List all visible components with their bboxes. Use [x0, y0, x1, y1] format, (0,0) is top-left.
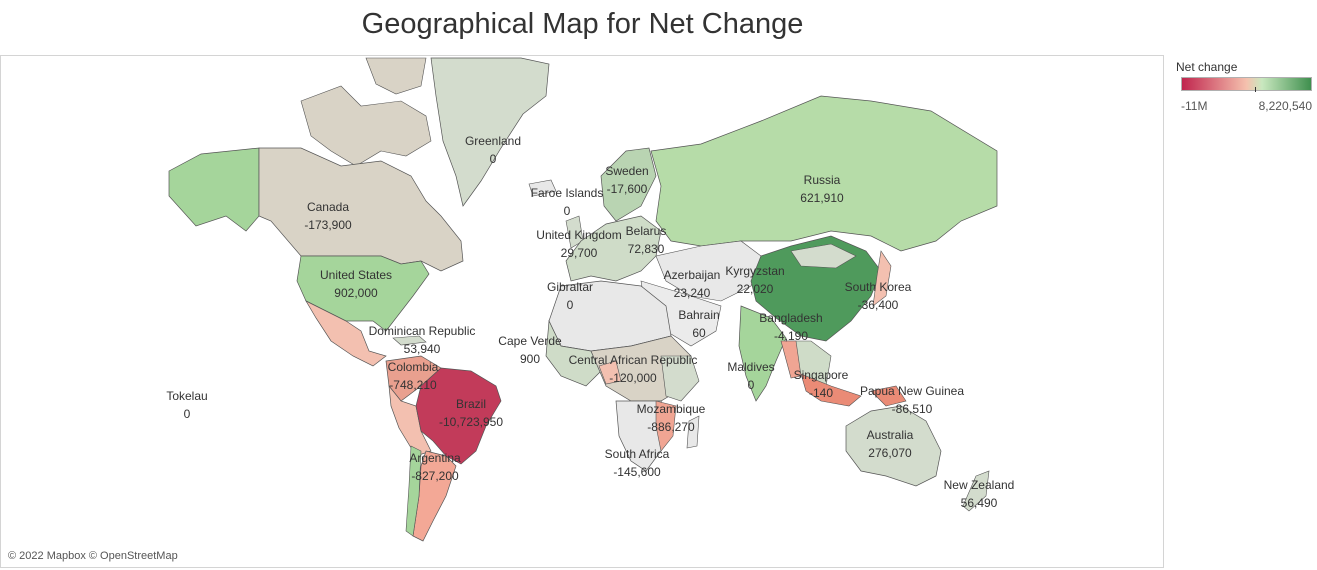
- country-argentina[interactable]: [412, 450, 457, 542]
- map-attribution[interactable]: © 2022 Mapbox © OpenStreetMap: [8, 550, 178, 562]
- region-label-greenland: Greenland 0: [464, 134, 522, 166]
- map-viewport[interactable]: Greenland 0 Canada -173,900 United States 9…: [0, 55, 1164, 568]
- region-label-new-zealand: New Zealand 56,490: [943, 478, 1015, 510]
- region-label-singapore: Singapore -140: [793, 368, 849, 400]
- country-mongolia[interactable]: [790, 243, 857, 269]
- legend-min-label: -11M: [1181, 99, 1208, 113]
- region-label-central-african-republic: Central African Republic -120,000: [568, 353, 698, 385]
- country-alaska[interactable]: [168, 147, 260, 232]
- country-india[interactable]: [738, 305, 787, 402]
- region-label-mozambique: Mozambique -886,270: [636, 402, 706, 434]
- legend-zero-tick: [1255, 87, 1256, 92]
- country-peru[interactable]: [388, 384, 432, 457]
- legend-gradient-bar: [1181, 77, 1312, 92]
- region-label-belarus: Belarus 72,830: [625, 224, 667, 256]
- country-west-africa[interactable]: [545, 319, 602, 387]
- country-madagascar[interactable]: [686, 415, 700, 449]
- region-label-gibraltar: Gibraltar 0: [546, 280, 594, 312]
- region-label-united-states: United States 902,000: [319, 268, 393, 300]
- country-scandinavia[interactable]: [600, 147, 657, 222]
- region-label-united-kingdom: United Kingdom 29,700: [536, 228, 622, 260]
- region-label-bangladesh: Bangladesh -4,190: [759, 311, 823, 343]
- region-label-tokelau: Tokelau 0: [166, 389, 208, 421]
- country-japan[interactable]: [872, 250, 892, 307]
- country-brazil[interactable]: [415, 367, 502, 465]
- country-australia[interactable]: [845, 405, 942, 487]
- region-label-canada: Canada -173,900: [304, 200, 352, 232]
- legend-title: Net change: [1176, 60, 1238, 74]
- country-mexico[interactable]: [305, 300, 387, 367]
- region-label-dominican-republic: Dominican Republic 53,940: [368, 324, 476, 356]
- country-new-zealand[interactable]: [962, 470, 990, 512]
- country-china[interactable]: [750, 235, 882, 342]
- country-png[interactable]: [870, 385, 907, 407]
- legend-max-label: 8,220,540: [1258, 99, 1312, 113]
- region-label-bahrain: Bahrain 60: [678, 308, 720, 340]
- country-chile[interactable]: [405, 445, 422, 537]
- country-myanmar[interactable]: [780, 340, 802, 379]
- region-label-maldives: Maldives 0: [727, 360, 775, 392]
- country-central-asia[interactable]: [655, 240, 762, 302]
- region-label-colombia: Colombia -748,210: [387, 360, 439, 392]
- region-label-russia: Russia 621,910: [800, 173, 844, 205]
- region-label-cape-verde: Cape Verde 900: [498, 334, 562, 366]
- region-label-sweden: Sweden -17,600: [605, 164, 649, 196]
- region-label-faroe-islands: Faroe Islands 0: [530, 186, 604, 218]
- region-label-azerbaijan: Azerbaijan 23,240: [663, 268, 721, 300]
- world-map[interactable]: [1, 56, 1164, 568]
- region-label-south-africa: South Africa -145,600: [604, 447, 670, 479]
- chart-title: Geographical Map for Net Change: [361, 8, 804, 40]
- region-label-south-korea: South Korea -36,400: [844, 280, 912, 312]
- region-label-australia: Australia 276,070: [866, 428, 914, 460]
- country-east-africa[interactable]: [660, 355, 700, 402]
- country-greenland[interactable]: [430, 57, 550, 207]
- region-label-argentina: Argentina -827,200: [409, 451, 461, 483]
- region-label-brazil: Brazil -10,723,950: [438, 397, 504, 429]
- country-car[interactable]: [598, 360, 622, 385]
- country-dominican-republic[interactable]: [392, 335, 427, 346]
- country-europe[interactable]: [565, 215, 662, 282]
- country-indonesia[interactable]: [800, 373, 862, 407]
- country-arctic-islands[interactable]: [300, 85, 432, 167]
- country-arctic-islands-2[interactable]: [365, 57, 427, 95]
- region-label-papua-new-guinea: Papua New Guinea -86,510: [859, 384, 965, 416]
- country-canada[interactable]: [258, 147, 464, 272]
- country-russia[interactable]: [650, 95, 998, 252]
- country-mozambique[interactable]: [655, 400, 677, 452]
- color-legend: Net change -11M 8,220,540: [1176, 60, 1316, 113]
- region-label-kyrgyzstan: Kyrgyzstan 22,020: [725, 264, 785, 296]
- country-iceland[interactable]: [528, 179, 557, 197]
